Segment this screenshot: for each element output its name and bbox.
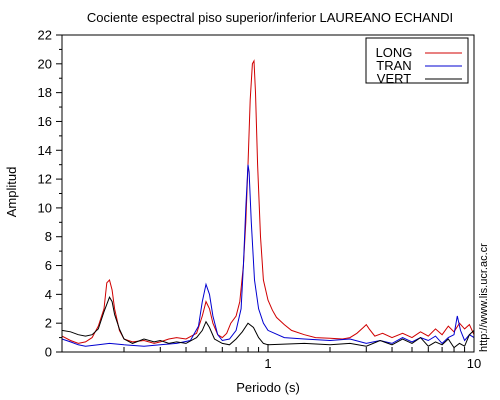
y-tick-label: 0 [45, 345, 52, 360]
x-axis-ticks: 1 10 [61, 344, 481, 371]
y-tick-label: 12 [38, 172, 52, 187]
y-tick-label: 4 [45, 287, 52, 302]
legend-label-tran: TRAN [376, 58, 411, 73]
series-line-vert [61, 296, 475, 349]
y-tick-label: 8 [45, 229, 52, 244]
y-tick-label: 22 [38, 28, 52, 43]
y-tick-label: 16 [38, 114, 52, 129]
legend-box [365, 37, 469, 84]
y-tick-label: 18 [38, 85, 52, 100]
series-line-long [61, 59, 475, 344]
plot-series-group [61, 59, 475, 349]
x-axis-title: Periodo (s) [236, 380, 300, 395]
y-tick-label: 2 [45, 316, 52, 331]
y-tick-label: 14 [38, 143, 52, 158]
legend-label-vert: VERT [377, 71, 411, 86]
source-url-annotation: http://www.lis.ucr.ac.cr [478, 243, 490, 352]
y-tick-label: 20 [38, 56, 52, 71]
x-tick-label: 1 [264, 356, 271, 371]
y-axis-ticks: 0 2 4 6 8 10 12 14 16 18 20 22 [38, 28, 62, 360]
y-axis-title: Amplitud [4, 167, 19, 218]
chart-title: Cociente espectral piso superior/inferio… [87, 10, 453, 25]
y-tick-label: 10 [38, 200, 52, 215]
series-line-tran [61, 164, 475, 347]
legend-label-long: LONG [376, 45, 413, 60]
x-tick-label: 10 [467, 356, 481, 371]
y-tick-label: 6 [45, 258, 52, 273]
